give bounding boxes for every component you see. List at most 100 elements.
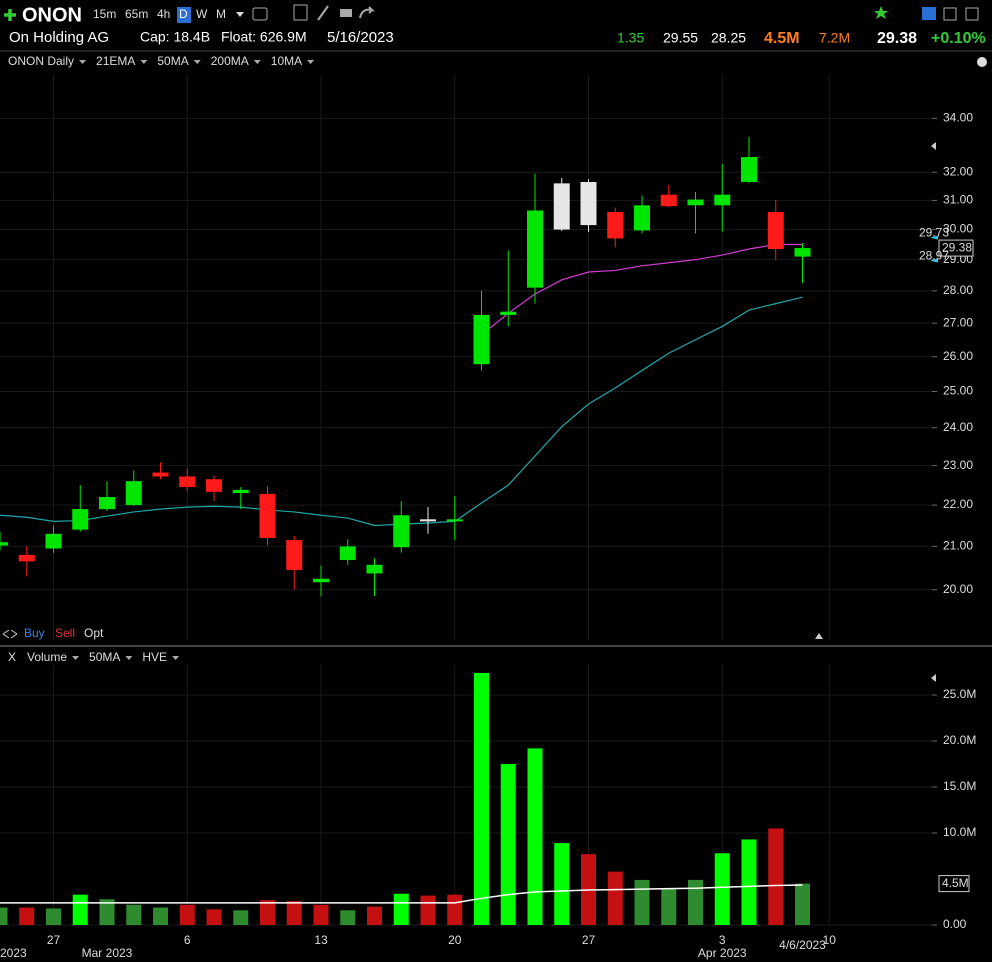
legend-title[interactable]: ONON Daily [8,54,74,68]
close-button[interactable]: X [8,650,16,664]
candle-body [286,540,303,570]
dropdown[interactable] [307,60,315,64]
volume-bar [795,883,810,925]
buy-button[interactable]: Buy [24,626,45,640]
volume-bar [661,888,677,925]
volume-bar [527,748,543,925]
volume-bar [367,906,382,925]
interval[interactable]: 15m [93,7,116,21]
tool-icon[interactable] [943,7,957,21]
volume-bar [447,894,463,925]
candle-body [607,211,624,239]
candle-body [714,194,731,206]
tool-icon[interactable] [965,7,979,21]
interval[interactable]: M [216,7,226,21]
x-tick-label: 27 [582,933,596,947]
candle-body [0,542,8,546]
volume-bar [46,908,61,925]
tool-icon[interactable] [293,4,308,21]
candle-body [634,205,650,231]
price-tag-box [938,239,974,257]
dropdown[interactable] [72,656,80,660]
candle-body [366,564,383,574]
y-tick-label: 21.00 [943,539,973,553]
quote: 1.35 [617,30,644,46]
candle-body [313,578,329,583]
dropdown[interactable] [193,60,201,64]
x-tick-label: 10 [823,933,837,947]
volume-bar [19,907,35,925]
tool-icon[interactable] [252,7,268,21]
candle-body [741,157,757,182]
legend-title[interactable]: Volume [27,650,67,664]
candle-body [794,248,811,257]
candle-body [660,194,677,207]
volume-bar [153,907,168,925]
y-tick-label: 22.00 [943,497,973,511]
x-tick-label: 20 [448,933,462,947]
tool-icon[interactable] [359,6,376,19]
y-tick-label: 30.00 [943,222,973,236]
dropdown[interactable] [172,656,180,660]
price-tag: 29.38 [942,240,972,254]
settings-icon[interactable] [977,57,987,67]
volume-bar [634,879,650,925]
candle-body [580,181,597,226]
interval[interactable]: 65m [125,7,148,21]
scroll-marker[interactable] [931,142,936,150]
candle-body [446,519,463,522]
ma-line [0,296,803,527]
scroll-marker[interactable] [931,674,936,682]
y-tick-label: 25.00 [943,384,973,398]
symbol: ONON [22,4,82,26]
interval[interactable]: 4h [157,7,170,21]
dropdown[interactable] [125,656,133,660]
candle-body [527,210,543,288]
volume-bar [714,853,730,925]
y-tick-label: 31.00 [943,193,973,207]
candle-body [339,546,356,561]
star-icon[interactable] [874,6,888,19]
dropdown[interactable] [79,60,87,64]
quote: 29.38 [877,30,917,47]
candle-body [553,183,570,230]
volume-bar [99,899,115,925]
y-tick-label: 20.0M [943,733,976,747]
dropdown[interactable] [253,60,261,64]
dropdown[interactable] [140,60,148,64]
legend-item[interactable]: HVE [142,650,167,664]
volume-bar [500,763,516,925]
legend-item[interactable]: 21EMA [96,54,135,68]
tool-icon[interactable] [922,7,936,20]
date: 5/16/2023 [327,29,394,46]
legend-item[interactable]: 10MA [271,54,302,68]
y-tick-label: 25.0M [943,687,976,701]
opt-button[interactable]: Opt [84,626,104,640]
candle-body [152,472,169,477]
legend-item[interactable]: 50MA [89,650,120,664]
x-month-label: 2023 [0,946,27,960]
legend-item[interactable]: 50MA [157,54,188,68]
dropdown[interactable] [236,12,244,17]
candle-body [72,509,89,530]
legend-item[interactable]: 200MA [211,54,249,68]
candle-body [45,533,62,549]
swap-icon[interactable] [2,629,18,639]
volume-bar [768,828,784,925]
interval[interactable]: D [179,7,188,21]
interval[interactable]: W [196,7,208,21]
volume-ma-line [0,884,803,904]
candle-body [206,479,222,492]
volume-bar [0,907,8,925]
add-icon[interactable] [4,9,16,21]
tool-icon[interactable] [340,9,352,17]
sell-button[interactable]: Sell [55,626,75,640]
x-tick-label: 6 [184,933,191,947]
quote: +0.10% [931,30,986,47]
volume-bar [260,900,275,925]
candle-body [767,211,784,249]
tool-icon[interactable] [317,5,329,21]
scroll-marker[interactable] [815,633,823,639]
candle-body [232,489,249,494]
